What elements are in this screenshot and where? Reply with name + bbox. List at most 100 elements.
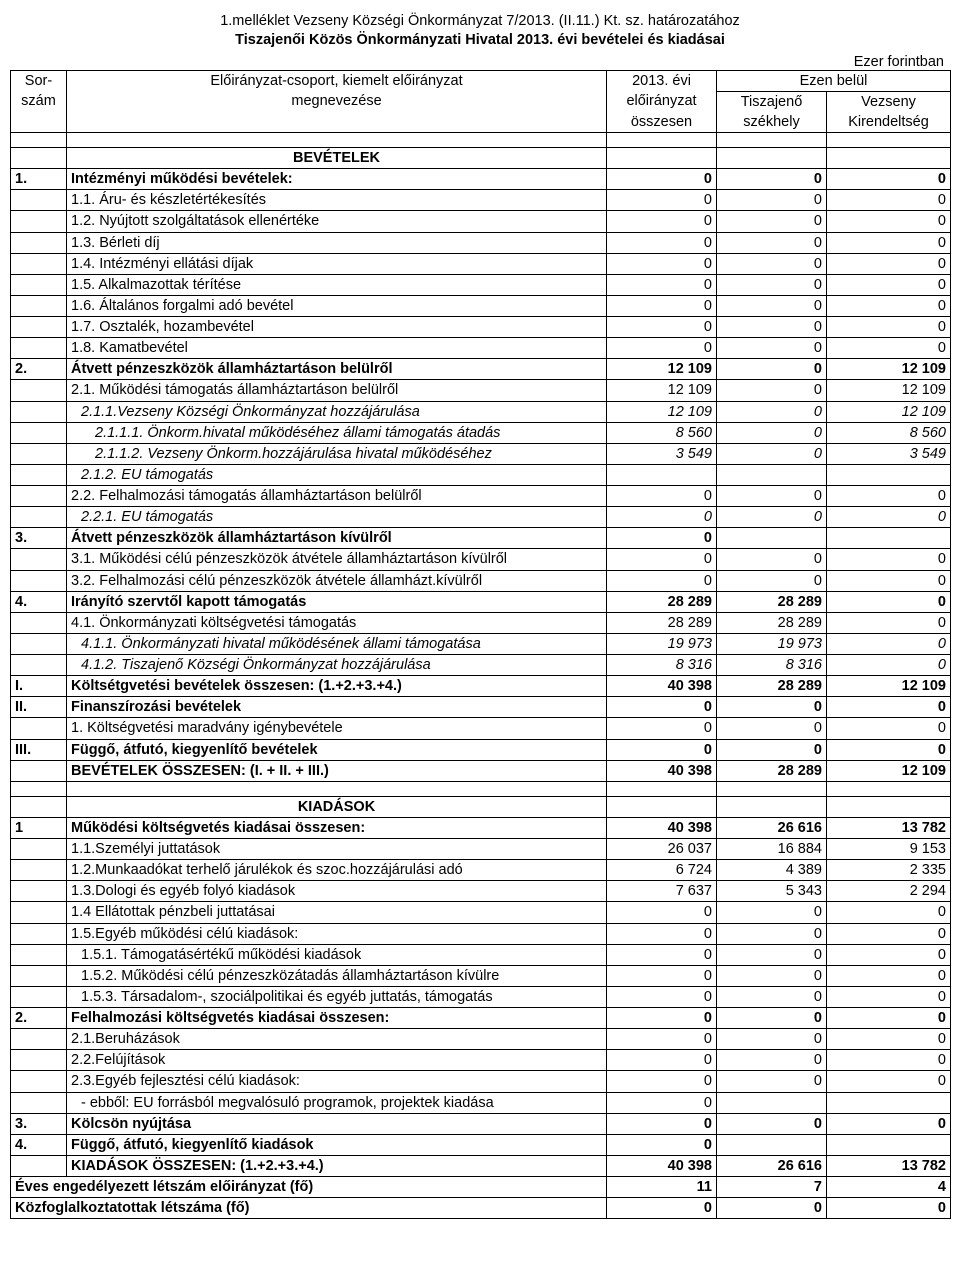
table-row: BEVÉTELEK ÖSSZESEN: (I. + II. + III.)40 … <box>11 760 951 781</box>
row-value: 0 <box>827 232 951 253</box>
row-value: 0 <box>827 169 951 190</box>
row-value: 0 <box>827 944 951 965</box>
table-row: 4.1.1. Önkormányzati hivatal működésének… <box>11 633 951 654</box>
row-desc: Költsétgvetési bevételek összesen: (1.+2… <box>67 676 607 697</box>
row-value: 0 <box>717 1071 827 1092</box>
footer-value: 0 <box>717 1198 827 1219</box>
row-value: 0 <box>717 486 827 507</box>
row-desc: 1.5.2. Működési célú pénzeszközátadás ál… <box>67 965 607 986</box>
table-row: 4.1. Önkormányzati költségvetési támogat… <box>11 612 951 633</box>
row-value: 0 <box>717 718 827 739</box>
row-value: 0 <box>717 317 827 338</box>
row-sn: I. <box>11 676 67 697</box>
table-row: 1.8. Kamatbevétel000 <box>11 338 951 359</box>
section-title: KIADÁSOK <box>67 796 607 817</box>
row-desc: Felhalmozási költségvetés kiadásai össze… <box>67 1008 607 1029</box>
row-value: 0 <box>607 232 717 253</box>
row-sn <box>11 965 67 986</box>
row-sn <box>11 401 67 422</box>
row-value: 0 <box>607 317 717 338</box>
row-value: 0 <box>717 274 827 295</box>
row-value: 3 549 <box>827 443 951 464</box>
row-sn <box>11 839 67 860</box>
row-value <box>827 1134 951 1155</box>
row-value: 12 109 <box>827 760 951 781</box>
row-value: 12 109 <box>607 359 717 380</box>
section-empty <box>607 148 717 169</box>
row-value: 0 <box>827 902 951 923</box>
hdr-year-1: 2013. évi <box>607 70 717 91</box>
row-value: 0 <box>827 317 951 338</box>
row-value: 0 <box>607 169 717 190</box>
table-row: 1.3. Bérleti díj000 <box>11 232 951 253</box>
row-value: 0 <box>717 338 827 359</box>
table-row: 1.7. Osztalék, hozambevétel000 <box>11 317 951 338</box>
row-value: 0 <box>607 965 717 986</box>
row-value: 8 316 <box>607 655 717 676</box>
row-desc: 4.1.2. Tiszajenő Községi Önkormányzat ho… <box>67 655 607 676</box>
table-row: 2.1.1.2. Vezseny Önkorm.hozzájárulása hi… <box>11 443 951 464</box>
row-value: 0 <box>607 1029 717 1050</box>
row-desc: 2.2. Felhalmozási támogatás államháztart… <box>67 486 607 507</box>
footer-row: Közfoglalkoztatottak létszáma (fő)000 <box>11 1198 951 1219</box>
table-row: 1.5.Egyéb működési célú kiadások:000 <box>11 923 951 944</box>
row-value: 0 <box>717 295 827 316</box>
row-sn <box>11 211 67 232</box>
footer-value: 0 <box>607 1198 717 1219</box>
table-row: 2.2. Felhalmozási támogatás államháztart… <box>11 486 951 507</box>
row-desc: 2.1.Beruházások <box>67 1029 607 1050</box>
section-empty <box>607 796 717 817</box>
hdr-ezen: Ezen belül <box>717 70 951 91</box>
row-sn <box>11 570 67 591</box>
row-value: 12 109 <box>607 401 717 422</box>
row-sn <box>11 422 67 443</box>
row-value: 0 <box>607 528 717 549</box>
row-sn: 3. <box>11 528 67 549</box>
row-sn: 1. <box>11 169 67 190</box>
row-value: 0 <box>607 338 717 359</box>
row-value: 0 <box>827 739 951 760</box>
row-sn <box>11 633 67 654</box>
hdr-year-2: előirányzat <box>607 91 717 112</box>
table-row: 1.5.3. Társadalom-, szociálpolitikai és … <box>11 986 951 1007</box>
row-desc: 2.1.1.2. Vezseny Önkorm.hozzájárulása hi… <box>67 443 607 464</box>
row-value: 0 <box>717 549 827 570</box>
row-value: 13 782 <box>827 1155 951 1176</box>
row-value: 40 398 <box>607 817 717 838</box>
row-value: 0 <box>717 1029 827 1050</box>
row-value: 0 <box>827 633 951 654</box>
row-value: 0 <box>827 295 951 316</box>
row-value: 28 289 <box>717 760 827 781</box>
row-value: 16 884 <box>717 839 827 860</box>
row-value: 8 316 <box>717 655 827 676</box>
table-row: 4.1.2. Tiszajenő Községi Önkormányzat ho… <box>11 655 951 676</box>
row-value: 0 <box>607 923 717 944</box>
row-value: 0 <box>607 507 717 528</box>
row-value <box>827 528 951 549</box>
section-empty <box>827 148 951 169</box>
footer-value: 0 <box>827 1198 951 1219</box>
row-value: 26 616 <box>717 1155 827 1176</box>
section-row: KIADÁSOK <box>11 796 951 817</box>
row-value: 28 289 <box>607 591 717 612</box>
row-value: 0 <box>717 923 827 944</box>
row-desc: - ebből: EU forrásból megvalósuló progra… <box>67 1092 607 1113</box>
row-value: 0 <box>717 401 827 422</box>
row-value: 0 <box>827 612 951 633</box>
row-desc: 4.1. Önkormányzati költségvetési támogat… <box>67 612 607 633</box>
row-desc: 1.5.1. Támogatásértékű működési kiadások <box>67 944 607 965</box>
row-sn <box>11 464 67 485</box>
table-row: 2.1. Működési támogatás államháztartáson… <box>11 380 951 401</box>
document-title-block: 1.melléklet Vezseny Községi Önkormányzat… <box>10 12 950 50</box>
row-value: 9 153 <box>827 839 951 860</box>
table-row: 1.3.Dologi és egyéb folyó kiadások7 6375… <box>11 881 951 902</box>
row-value: 0 <box>827 338 951 359</box>
row-value: 5 343 <box>717 881 827 902</box>
row-desc: 1.4. Intézményi ellátási díjak <box>67 253 607 274</box>
row-value: 0 <box>717 697 827 718</box>
row-desc: Kölcsön nyújtása <box>67 1113 607 1134</box>
row-value: 0 <box>827 211 951 232</box>
row-value: 7 637 <box>607 881 717 902</box>
section-title: BEVÉTELEK <box>67 148 607 169</box>
row-sn <box>11 860 67 881</box>
